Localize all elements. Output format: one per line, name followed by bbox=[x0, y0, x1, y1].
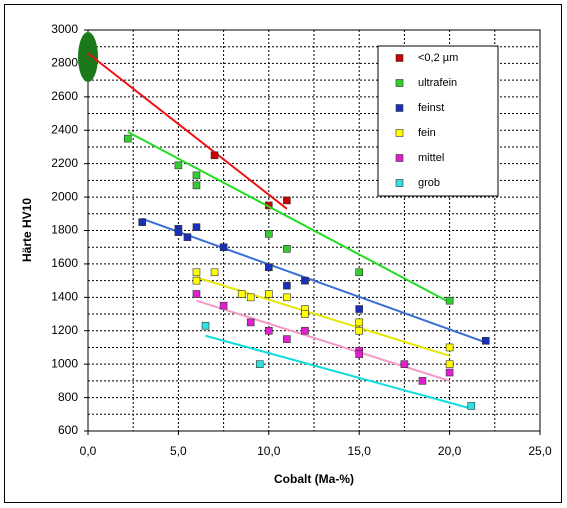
legend-label: <0,2 µm bbox=[418, 52, 458, 64]
legend-marker bbox=[395, 54, 404, 62]
legend-label: feinst bbox=[418, 102, 444, 114]
y-axis-title: Härte HV10 bbox=[20, 198, 34, 262]
data-point bbox=[445, 368, 454, 377]
data-point bbox=[174, 228, 183, 236]
legend-marker bbox=[395, 154, 404, 162]
x-tick-label: 15,0 bbox=[348, 444, 372, 458]
trend-line bbox=[127, 131, 451, 304]
legend-label: fein bbox=[418, 127, 436, 139]
data-point bbox=[355, 305, 364, 313]
data-point bbox=[264, 263, 273, 272]
data-point bbox=[174, 161, 183, 170]
data-point bbox=[283, 196, 291, 205]
legend-marker bbox=[395, 129, 404, 137]
data-point bbox=[210, 151, 219, 160]
x-tick-label: 10,0 bbox=[257, 444, 281, 458]
data-point bbox=[255, 360, 264, 368]
data-point bbox=[264, 290, 273, 298]
x-axis-title: Cobalt (Ma-%) bbox=[274, 472, 354, 486]
y-tick-label: 2200 bbox=[51, 156, 78, 170]
trend-line bbox=[87, 52, 288, 210]
data-point bbox=[445, 343, 454, 352]
data-point bbox=[301, 276, 309, 285]
y-tick-label: 2400 bbox=[51, 122, 78, 136]
y-tick-label: 1200 bbox=[51, 323, 78, 337]
data-point bbox=[355, 350, 364, 358]
data-point bbox=[138, 218, 147, 226]
x-tick-label: 25,0 bbox=[528, 444, 552, 458]
plot-area bbox=[87, 29, 541, 432]
legend-marker bbox=[395, 179, 404, 187]
legend-marker bbox=[395, 104, 404, 112]
data-point bbox=[264, 326, 273, 335]
legend-box bbox=[377, 45, 499, 197]
data-point bbox=[355, 268, 364, 277]
y-tick-label: 1000 bbox=[51, 356, 78, 370]
data-point bbox=[301, 310, 309, 318]
data-point bbox=[210, 268, 219, 277]
x-tick-label: 20,0 bbox=[438, 444, 462, 458]
data-point bbox=[481, 336, 490, 345]
data-point bbox=[400, 360, 409, 368]
data-point bbox=[201, 321, 210, 330]
data-point bbox=[246, 293, 255, 302]
y-tick-label: 2800 bbox=[51, 56, 78, 70]
y-tick-label: 1600 bbox=[51, 256, 78, 270]
data-point bbox=[246, 318, 255, 327]
legend-marker bbox=[395, 79, 404, 87]
data-point bbox=[445, 360, 454, 368]
data-point bbox=[301, 326, 309, 335]
data-point bbox=[192, 171, 201, 180]
y-tick-label: 1400 bbox=[51, 290, 78, 304]
y-tick-label: 3000 bbox=[51, 22, 78, 36]
y-tick-label: 1800 bbox=[51, 223, 78, 237]
data-point bbox=[283, 245, 291, 253]
trend-line bbox=[205, 334, 468, 409]
data-point bbox=[183, 233, 192, 241]
data-point bbox=[192, 223, 201, 231]
data-point bbox=[219, 301, 228, 310]
legend-label: ultrafein bbox=[418, 77, 457, 89]
highlight-region bbox=[78, 32, 98, 82]
legend-label: grob bbox=[418, 177, 440, 189]
data-point bbox=[237, 290, 246, 298]
y-tick-label: 2000 bbox=[51, 189, 78, 203]
data-point bbox=[283, 293, 291, 302]
data-point bbox=[192, 276, 201, 285]
data-point bbox=[123, 134, 132, 143]
data-point bbox=[445, 296, 454, 305]
x-tick-label: 0,0 bbox=[80, 444, 97, 458]
data-point bbox=[192, 181, 201, 190]
data-point bbox=[467, 402, 476, 410]
legend-label: mittel bbox=[418, 152, 444, 164]
data-point bbox=[355, 318, 364, 327]
data-point bbox=[192, 290, 201, 298]
y-tick-label: 800 bbox=[58, 390, 78, 404]
trend-line bbox=[141, 217, 487, 344]
data-point bbox=[192, 268, 201, 277]
x-tick-label: 5,0 bbox=[170, 444, 187, 458]
data-point bbox=[418, 377, 427, 385]
data-point bbox=[219, 243, 228, 252]
data-point bbox=[264, 230, 273, 238]
data-point bbox=[355, 326, 364, 335]
data-point bbox=[283, 281, 291, 290]
data-point bbox=[283, 335, 291, 343]
y-tick-label: 2600 bbox=[51, 89, 78, 103]
y-tick-label: 600 bbox=[58, 423, 78, 437]
